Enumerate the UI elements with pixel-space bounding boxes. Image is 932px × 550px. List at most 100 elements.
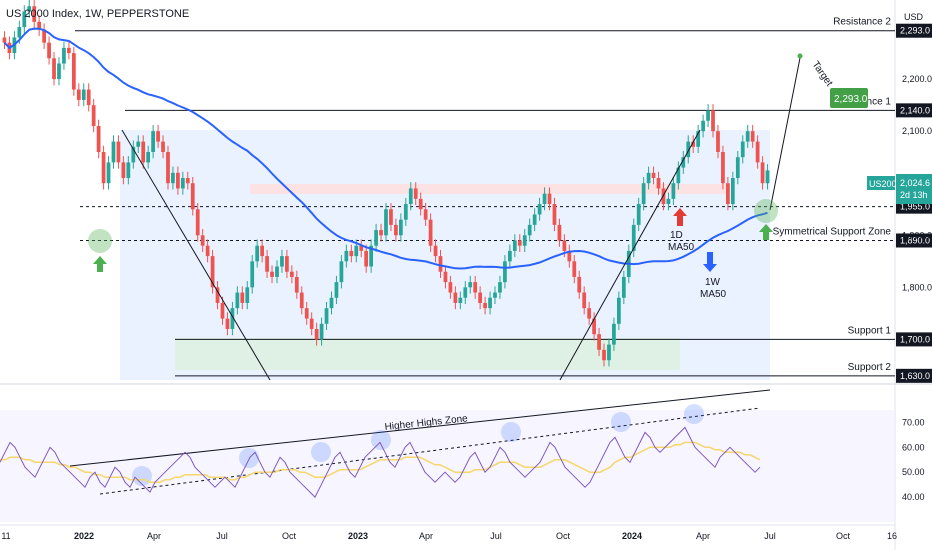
candle-body xyxy=(572,261,577,277)
candle-body xyxy=(156,131,160,142)
candle-body xyxy=(750,131,755,142)
time-tick-label: Apr xyxy=(696,531,710,541)
candle-body xyxy=(225,318,230,329)
candle-body xyxy=(711,110,715,132)
candle-body xyxy=(522,235,527,246)
resistance-zone xyxy=(250,184,730,194)
candle-body xyxy=(22,11,27,28)
last-price-text: 2,024.6 xyxy=(900,178,930,188)
candle-body xyxy=(285,256,289,272)
target-projection xyxy=(769,57,801,211)
candle-body xyxy=(71,53,76,90)
level-badge xyxy=(896,233,932,248)
candle-body xyxy=(681,157,686,168)
candle-body xyxy=(210,256,215,288)
candle-body xyxy=(17,27,22,38)
time-tick-label: Jul xyxy=(490,531,502,541)
candle-body xyxy=(567,250,572,262)
candle-body xyxy=(324,308,329,324)
candle-body xyxy=(478,292,483,303)
candle-body xyxy=(47,42,51,59)
candle-body xyxy=(740,141,745,158)
candle-body xyxy=(468,282,473,288)
candle-body xyxy=(319,323,324,340)
candle-body xyxy=(76,89,81,100)
candle-body xyxy=(701,120,705,132)
candle-body xyxy=(265,256,269,272)
candle-body xyxy=(656,178,661,189)
candle-body xyxy=(607,344,611,361)
candle-body xyxy=(314,328,319,340)
candle-body xyxy=(294,276,299,293)
candle-body xyxy=(329,297,334,309)
symbol-badge xyxy=(867,176,895,190)
candle-body xyxy=(721,152,725,184)
candle-body xyxy=(62,47,66,64)
candle-body xyxy=(215,287,220,303)
rsi-highlight-circle xyxy=(611,412,631,432)
candle-body xyxy=(448,282,453,293)
target-dot xyxy=(797,53,803,59)
candle-body xyxy=(240,292,245,303)
candle-body xyxy=(389,209,393,225)
level-badge xyxy=(896,23,932,38)
candle-body xyxy=(671,183,676,199)
level-badge-text: 2,140.0 xyxy=(900,105,930,115)
price-tick-label: 2,100.0 xyxy=(902,126,932,136)
candle-body xyxy=(136,141,141,147)
candle-body xyxy=(255,245,260,262)
annotation-1w-ma50: 1W xyxy=(705,277,721,288)
symbol-badge-text: US2000 xyxy=(869,179,902,189)
candle-body xyxy=(245,287,250,303)
candle-body xyxy=(270,271,274,277)
candle-body xyxy=(587,308,592,319)
candle-body xyxy=(745,131,750,142)
candle-body xyxy=(443,271,448,283)
candle-body xyxy=(101,152,106,184)
annotation-1w-ma50-b: MA50 xyxy=(700,289,727,300)
rsi-highlight-circle xyxy=(684,404,704,424)
rsi-highlight-circles xyxy=(132,404,704,486)
up-arrow-right xyxy=(759,224,773,240)
candle-body xyxy=(726,183,730,205)
price-axis-panel[interactable] xyxy=(895,0,932,550)
candle-body xyxy=(354,245,359,257)
red-arrow xyxy=(673,208,687,226)
annotation-target: Target xyxy=(810,59,835,88)
candle-body xyxy=(384,209,388,236)
candle-body xyxy=(200,235,205,246)
level-badge xyxy=(896,332,932,347)
candle-body xyxy=(195,209,200,236)
rsi-pane-bg xyxy=(0,410,895,522)
blue-arrow xyxy=(703,252,717,272)
candle-body xyxy=(428,219,433,246)
candle-body xyxy=(636,204,641,225)
candle-body xyxy=(369,245,374,267)
candle-body xyxy=(473,282,478,293)
candle-body xyxy=(641,183,646,205)
time-tick-label: Apr xyxy=(419,531,433,541)
candle-body xyxy=(458,297,463,303)
candle-body xyxy=(91,105,96,126)
currency-label: USD xyxy=(904,12,924,22)
time-tick-label: Apr xyxy=(147,531,161,541)
candle-body xyxy=(190,183,195,210)
candle-body xyxy=(304,308,309,319)
candle-body xyxy=(542,193,547,205)
candle-body xyxy=(27,6,32,12)
candle-body xyxy=(398,219,403,236)
candle-body xyxy=(235,292,240,309)
candle-body xyxy=(2,37,7,43)
candle-body xyxy=(696,131,701,147)
time-tick-label: Oct xyxy=(556,531,571,541)
support-zone xyxy=(175,338,680,370)
candle-body xyxy=(735,157,740,179)
time-tick-label: Oct xyxy=(282,531,297,541)
time-tick-label: 16 xyxy=(887,531,897,541)
level-badge xyxy=(896,103,932,118)
rsi-highlight-circle xyxy=(311,442,331,462)
time-tick-label: 2023 xyxy=(348,531,368,541)
candle-body xyxy=(359,245,364,251)
candle-body xyxy=(394,224,398,236)
